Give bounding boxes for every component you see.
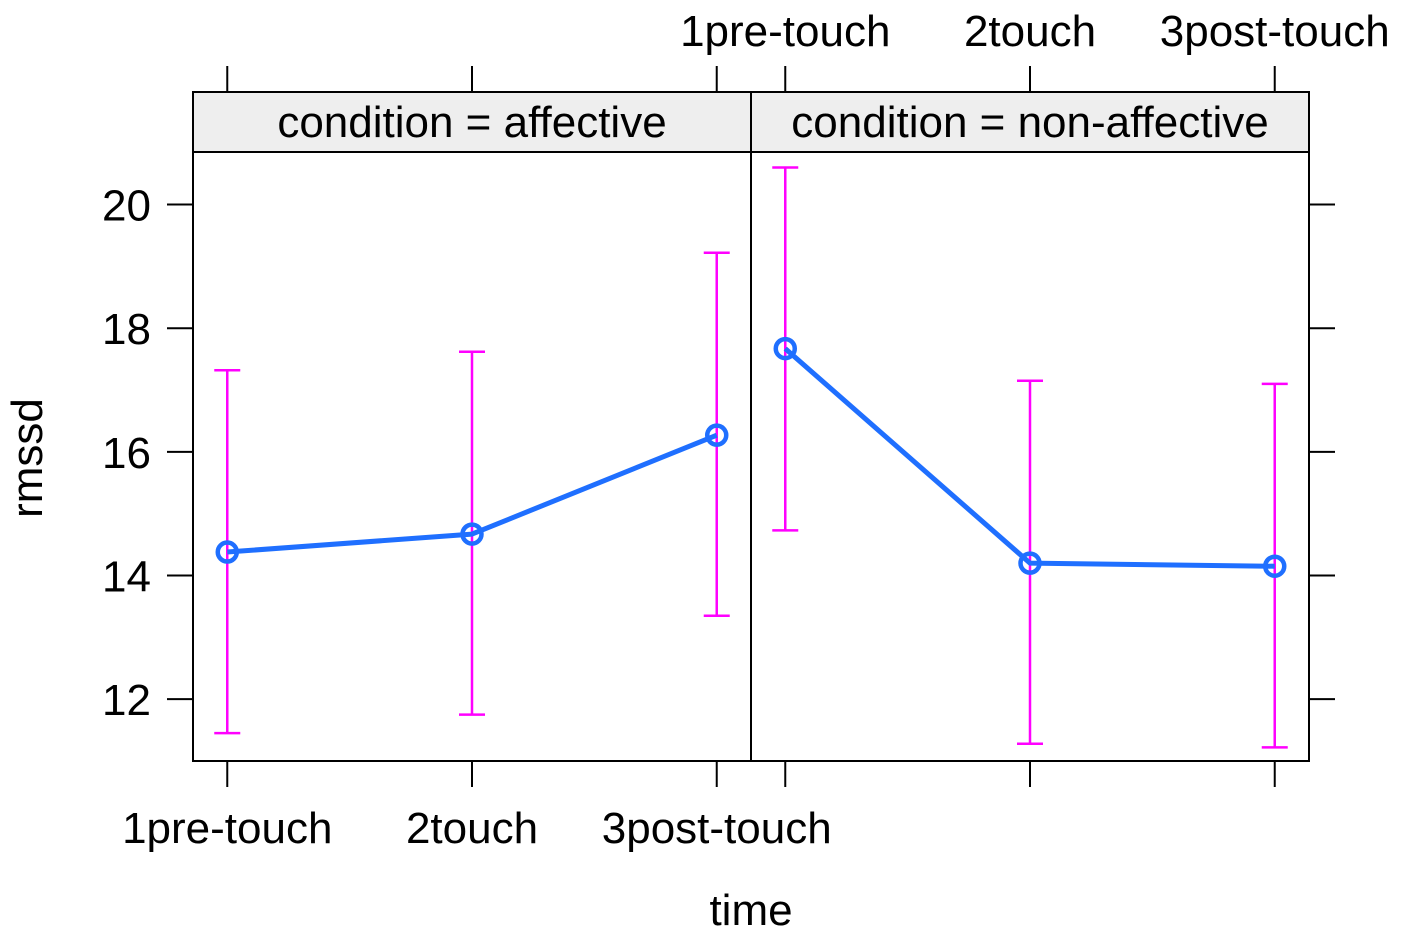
x-tick-label-top: 1pre-touch <box>680 7 890 56</box>
x-tick-label-top: 3post-touch <box>1160 7 1390 56</box>
series-line <box>783 346 1275 569</box>
y-tick-label: 20 <box>102 182 151 231</box>
data-point <box>1018 551 1042 575</box>
series-panel-1 <box>214 251 730 735</box>
panel-2: condition = non-affective 1pre-touch 2touc… <box>680 7 1390 787</box>
data-point <box>215 540 240 564</box>
panel-1: condition = affective 1pre-touch 2touch 3po… <box>122 66 832 853</box>
series-line <box>227 432 718 555</box>
y-tick-label: 18 <box>102 305 151 354</box>
strip-label: condition = non-affective <box>791 98 1268 147</box>
y-tick-label: 14 <box>102 553 151 602</box>
x-tick-label: 3post-touch <box>602 804 832 853</box>
x-axis-label: time <box>709 886 792 935</box>
strip-background <box>750 91 1310 153</box>
y-tick-label: 12 <box>102 676 151 725</box>
y-axis-label: rmssd <box>3 398 52 518</box>
x-tick-label: 1pre-touch <box>122 804 332 853</box>
strip-label: condition = affective <box>277 98 666 147</box>
x-tick-label: 2touch <box>406 804 538 853</box>
data-point <box>1262 554 1287 578</box>
series-panel-2 <box>772 166 1288 749</box>
strip-background <box>192 91 752 153</box>
y-tick-label: 16 <box>102 429 151 478</box>
data-point <box>773 336 798 361</box>
data-point <box>460 522 484 546</box>
x-tick-label-top: 2touch <box>964 7 1096 56</box>
data-point <box>704 423 729 447</box>
